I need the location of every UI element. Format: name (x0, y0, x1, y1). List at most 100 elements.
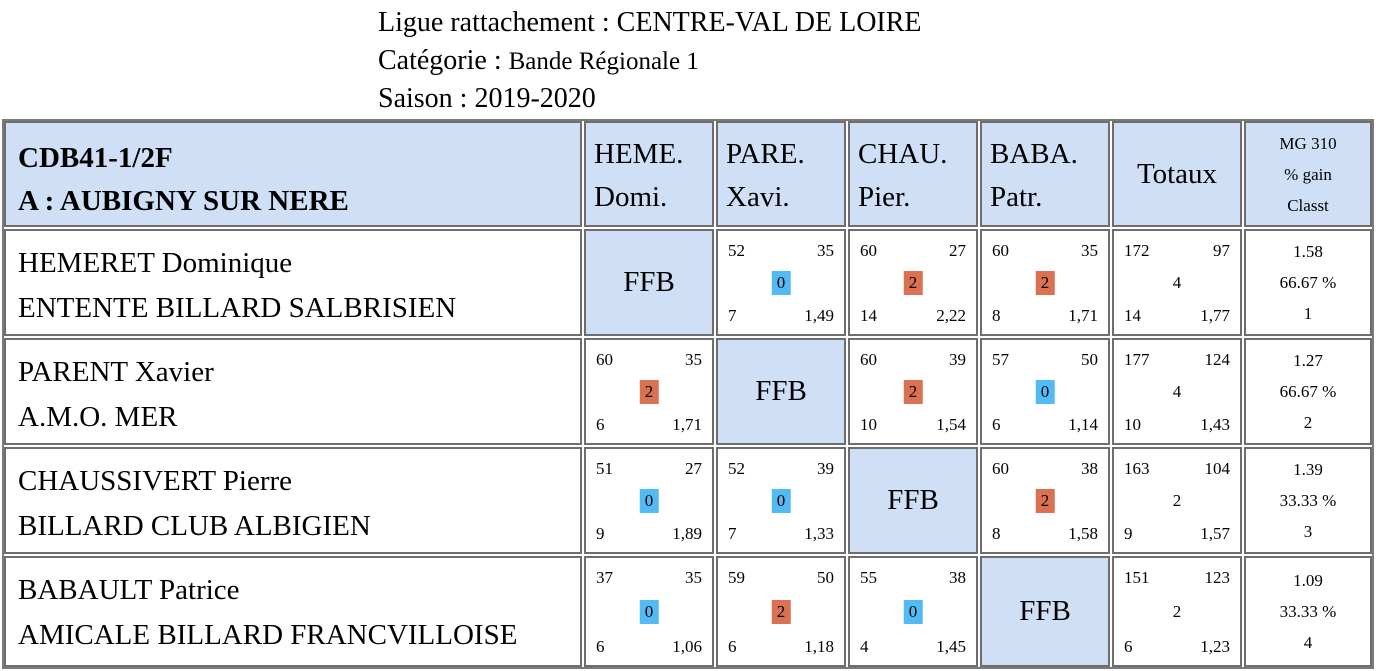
ffb-cell: FFB (584, 229, 714, 336)
match-result-cell: 57 50 0 6 1,14 (980, 338, 1110, 445)
column-header-surname: CHAU. (858, 138, 948, 170)
average: 1,06 (672, 637, 702, 656)
innings: 10 (860, 415, 877, 434)
general-average: 1.58 (1293, 242, 1323, 261)
points-conceded: 38 (1081, 459, 1098, 478)
mg-header: MG 310 % gain Classt (1244, 121, 1372, 227)
points-conceded: 38 (949, 568, 966, 587)
match-result-cell: 51 27 0 9 1,89 (584, 447, 714, 554)
match-points-badge: 0 (639, 599, 659, 624)
totals-cell: 163 104 2 9 1,57 (1112, 447, 1242, 554)
innings: 7 (728, 306, 737, 325)
player-name: PARENT Xavier (18, 356, 214, 388)
points-scored: 52 (728, 459, 745, 478)
match-points-badge: 2 (903, 379, 923, 404)
total-innings: 6 (1124, 637, 1133, 656)
points-scored: 60 (992, 241, 1009, 260)
win-percentage: 66.67 % (1279, 273, 1337, 292)
innings: 9 (596, 524, 605, 543)
player-cell: CHAUSSIVERT Pierre BILLARD CLUB ALBIGIEN (4, 447, 582, 554)
match-result-cell: 37 35 0 6 1,06 (584, 556, 714, 667)
total-points-scored: 151 (1124, 568, 1150, 587)
match-result-cell: 60 27 2 14 2,22 (848, 229, 978, 336)
player-club: AMICALE BILLARD FRANCVILLOISE (18, 619, 518, 651)
win-percentage: 33.33 % (1279, 602, 1337, 621)
ranking: 3 (1303, 522, 1313, 541)
points-conceded: 35 (685, 350, 702, 369)
page-header: Ligue rattachement : CENTRE-VAL DE LOIRE… (378, 4, 922, 118)
mg-header-line2: % gain (1284, 164, 1332, 184)
poule-venue: A : AUBIGNY SUR NERE (18, 185, 349, 217)
innings: 6 (596, 637, 605, 656)
points-conceded: 50 (1081, 350, 1098, 369)
average: 1,58 (1068, 524, 1098, 543)
average: 1,33 (804, 524, 834, 543)
column-header-4: BABA. Patr. (980, 121, 1110, 227)
column-header-surname: BABA. (990, 138, 1078, 170)
total-points-conceded: 104 (1204, 459, 1231, 478)
match-result-cell: 52 39 0 7 1,33 (716, 447, 846, 554)
total-points-conceded: 123 (1204, 568, 1231, 587)
match-result-cell: 60 38 2 8 1,58 (980, 447, 1110, 554)
total-match-points: 4 (1172, 272, 1182, 292)
points-scored: 51 (596, 459, 613, 478)
total-points-conceded: 124 (1204, 350, 1231, 369)
innings: 6 (596, 415, 605, 434)
match-points-badge: 2 (771, 599, 791, 624)
points-conceded: 39 (949, 350, 966, 369)
innings: 6 (728, 637, 737, 656)
innings: 4 (860, 637, 869, 656)
total-match-points: 2 (1172, 601, 1182, 621)
points-scored: 60 (992, 459, 1009, 478)
innings: 6 (992, 415, 1001, 434)
points-conceded: 35 (1081, 241, 1098, 260)
ffb-cell: FFB (980, 556, 1110, 667)
points-scored: 60 (860, 350, 877, 369)
total-points-scored: 172 (1124, 241, 1150, 260)
totals-cell: 172 97 4 14 1,77 (1112, 229, 1242, 336)
ffb-cell: FFB (716, 338, 846, 445)
match-points-badge: 0 (1035, 379, 1055, 404)
average: 1,71 (672, 415, 702, 434)
points-scored: 55 (860, 568, 877, 587)
totals-header: Totaux (1112, 121, 1242, 227)
mg-cell: 1.27 66.67 % 2 (1244, 338, 1372, 445)
categorie-line: Catégorie : Bande Régionale 1 (378, 42, 922, 81)
total-points-conceded: 97 (1213, 241, 1230, 260)
general-average: 1.27 (1293, 351, 1323, 370)
ligue-line: Ligue rattachement : CENTRE-VAL DE LOIRE (378, 7, 922, 38)
column-header-1: HEME. Domi. (584, 121, 714, 227)
total-match-points: 2 (1172, 490, 1182, 510)
average: 1,54 (936, 415, 966, 434)
saison-line: Saison : 2019-2020 (378, 83, 596, 114)
player-cell: PARENT Xavier A.M.O. MER (4, 338, 582, 445)
mg-header-line3: Classt (1287, 195, 1329, 215)
match-points-badge: 2 (1035, 488, 1055, 513)
total-average: 1,57 (1200, 524, 1230, 543)
innings: 8 (992, 524, 1001, 543)
match-points-badge: 0 (771, 270, 791, 295)
match-result-cell: 55 38 0 4 1,45 (848, 556, 978, 667)
general-average: 1.09 (1293, 571, 1323, 590)
column-header-firstname: Xavi. (726, 181, 790, 213)
column-header-firstname: Pier. (858, 181, 911, 213)
total-innings: 10 (1124, 415, 1141, 434)
innings: 8 (992, 306, 1001, 325)
total-points-scored: 177 (1124, 350, 1150, 369)
points-scored: 37 (596, 568, 613, 587)
column-header-2: PARE. Xavi. (716, 121, 846, 227)
mg-cell: 1.09 33.33 % 4 (1244, 556, 1372, 667)
poule-code: CDB41-1/2F (18, 142, 173, 174)
points-conceded: 27 (685, 459, 702, 478)
points-scored: 52 (728, 241, 745, 260)
mg-header-line1: MG 310 (1279, 133, 1337, 153)
innings: 7 (728, 524, 737, 543)
column-header-firstname: Patr. (990, 181, 1043, 213)
player-club: A.M.O. MER (18, 401, 178, 433)
match-points-badge: 0 (903, 599, 923, 624)
win-percentage: 66.67 % (1279, 382, 1337, 401)
total-average: 1,77 (1200, 306, 1230, 325)
match-result-cell: 60 35 2 6 1,71 (584, 338, 714, 445)
points-scored: 59 (728, 568, 745, 587)
average: 1,14 (1068, 415, 1098, 434)
